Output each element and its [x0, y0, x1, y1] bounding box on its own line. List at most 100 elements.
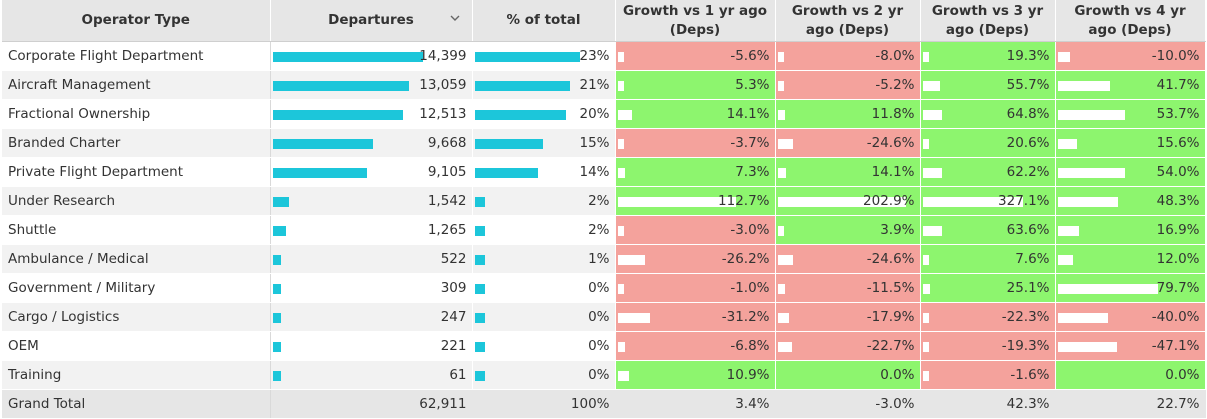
table-row[interactable]: Training 61 0% 10.9% 0.0% -1.6% 0.0%: [2, 360, 1206, 390]
header-row: Operator Type Departures % of total Grow…: [2, 0, 1206, 42]
grand-total-row: Grand Total 62,911 100% 3.4% -3.0% 42.3% 22.7%: [2, 389, 1206, 419]
growth-1yr-cell: 5.3%: [615, 70, 776, 100]
growth-value: -26.2%: [721, 251, 770, 267]
growth-value: 79.7%: [1156, 280, 1200, 296]
growth-bar: [777, 197, 906, 207]
pct-total-bar: [474, 284, 485, 294]
growth-2yr-cell: -8.0%: [775, 41, 921, 71]
grand-total-departures-cell: 62,911: [270, 389, 473, 419]
pct-total-value: 14%: [579, 164, 610, 180]
growth-3yr-cell: 19.3%: [920, 41, 1056, 71]
growth-3yr-cell: 64.8%: [920, 99, 1056, 129]
table-row[interactable]: Ambulance / Medical 522 1% -26.2% -24.6% 7.6%…: [2, 244, 1206, 274]
grand-total-g1-value: 3.4%: [735, 396, 770, 412]
departures-value: 221: [440, 338, 467, 354]
departures-value: 9,668: [427, 135, 467, 151]
growth-bar: [617, 52, 624, 62]
growth-bar: [617, 284, 624, 294]
growth-value: -22.7%: [866, 338, 915, 354]
operator-type-cell: Corporate Flight Department: [2, 41, 271, 71]
growth-4yr-cell: 12.0%: [1055, 244, 1206, 274]
growth-bar: [777, 255, 794, 265]
col-header-growth-4yr[interactable]: Growth vs 4 yr ago (Deps): [1055, 0, 1206, 42]
table-row[interactable]: Shuttle 1,265 2% -3.0% 3.9% 63.6% 16.9%: [2, 215, 1206, 245]
growth-bar: [922, 284, 931, 294]
operator-type-cell: Branded Charter: [2, 128, 271, 158]
growth-3yr-cell: 20.6%: [920, 128, 1056, 158]
growth-value: 64.8%: [1006, 106, 1050, 122]
departures-value: 13,059: [419, 77, 467, 93]
chevron-down-icon[interactable]: [448, 11, 462, 25]
growth-2yr-cell: 14.1%: [775, 157, 921, 187]
departures-bar: [272, 110, 403, 120]
growth-bar: [922, 313, 930, 323]
growth-value: -47.1%: [1151, 338, 1200, 354]
grand-total-g3-value: 42.3%: [1006, 396, 1050, 412]
departures-cell: 61: [270, 360, 473, 390]
growth-bar: [922, 197, 1023, 207]
table-row[interactable]: OEM 221 0% -6.8% -22.7% -19.3% -47.1%: [2, 331, 1206, 361]
operator-type-cell: Under Research: [2, 186, 271, 216]
operator-type-cell: Ambulance / Medical: [2, 244, 271, 274]
table-row[interactable]: Aircraft Management 13,059 21% 5.3% -5.2% 55.…: [2, 70, 1206, 100]
col-header-growth-1yr[interactable]: Growth vs 1 yr ago (Deps): [615, 0, 776, 42]
col-header-pct-total[interactable]: % of total: [472, 0, 616, 42]
growth-value: -22.3%: [1001, 309, 1050, 325]
table-row[interactable]: Branded Charter 9,668 15% -3.7% -24.6% 20.6% 1…: [2, 128, 1206, 158]
growth-value: 54.0%: [1156, 164, 1200, 180]
growth-value: 327.1%: [998, 193, 1050, 209]
growth-bar: [617, 139, 624, 149]
growth-4yr-cell: 16.9%: [1055, 215, 1206, 245]
growth-1yr-cell: -26.2%: [615, 244, 776, 274]
growth-bar: [777, 313, 789, 323]
growth-1yr-cell: -1.0%: [615, 273, 776, 303]
growth-4yr-cell: 48.3%: [1055, 186, 1206, 216]
growth-value: -17.9%: [866, 309, 915, 325]
growth-value: 11.8%: [871, 106, 915, 122]
growth-bar: [617, 197, 736, 207]
pct-total-bar: [474, 139, 543, 149]
growth-2yr-cell: -5.2%: [775, 70, 921, 100]
col-header-growth-3yr[interactable]: Growth vs 3 yr ago (Deps): [920, 0, 1056, 42]
growth-value: 5.3%: [735, 77, 770, 93]
growth-value: -3.0%: [730, 222, 770, 238]
growth-4yr-cell: 15.6%: [1055, 128, 1206, 158]
table-row[interactable]: Government / Military 309 0% -1.0% -11.5% 25.…: [2, 273, 1206, 303]
departures-value: 522: [440, 251, 467, 267]
pct-total-cell: 0%: [472, 302, 616, 332]
pct-total-cell: 20%: [472, 99, 616, 129]
grand-total-pct-value: 100%: [570, 396, 610, 412]
growth-bar: [777, 342, 792, 352]
table-row[interactable]: Cargo / Logistics 247 0% -31.2% -17.9% -22.3%…: [2, 302, 1206, 332]
growth-bar: [777, 139, 794, 149]
growth-1yr-cell: 14.1%: [615, 99, 776, 129]
col-header-growth-2yr[interactable]: Growth vs 2 yr ago (Deps): [775, 0, 921, 42]
departures-cell: 221: [270, 331, 473, 361]
departures-bar: [272, 342, 281, 352]
pct-total-cell: 1%: [472, 244, 616, 274]
pct-total-cell: 0%: [472, 360, 616, 390]
growth-bar: [777, 284, 785, 294]
growth-bar: [617, 255, 645, 265]
table-row[interactable]: Private Flight Department 9,105 14% 7.3% 14.…: [2, 157, 1206, 187]
growth-value: -8.0%: [875, 48, 915, 64]
departures-bar: [272, 168, 368, 178]
growth-value: 10.9%: [726, 367, 770, 383]
growth-value: -10.0%: [1151, 48, 1200, 64]
growth-bar: [1057, 168, 1126, 178]
pct-total-bar: [474, 52, 580, 62]
growth-value: 112.7%: [718, 193, 770, 209]
table-row[interactable]: Fractional Ownership 12,513 20% 14.1% 11.8% 6…: [2, 99, 1206, 129]
departures-value: 12,513: [419, 106, 467, 122]
pct-total-cell: 0%: [472, 331, 616, 361]
col-header-departures[interactable]: Departures: [270, 0, 473, 42]
departures-value: 9,105: [427, 164, 467, 180]
table-row[interactable]: Under Research 1,542 2% 112.7% 202.9% 327.1% 4…: [2, 186, 1206, 216]
growth-value: -5.2%: [875, 77, 915, 93]
growth-1yr-cell: 10.9%: [615, 360, 776, 390]
pct-total-cell: 14%: [472, 157, 616, 187]
col-header-operator-type[interactable]: Operator Type: [2, 0, 271, 42]
pct-total-value: 23%: [579, 48, 610, 64]
departures-value: 247: [440, 309, 467, 325]
table-row[interactable]: Corporate Flight Department 14,399 23% -5.6…: [2, 41, 1206, 71]
